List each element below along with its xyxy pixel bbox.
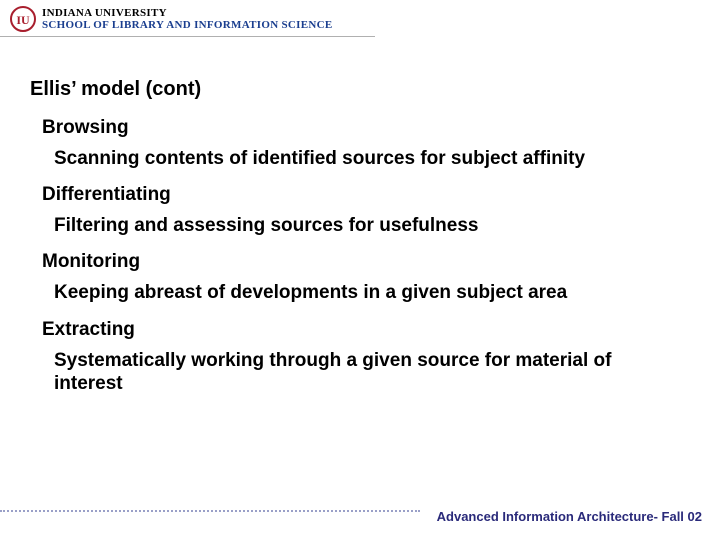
slide: IU INDIANA UNIVERSITY SCHOOL OF LIBRARY … [0, 0, 720, 540]
iu-logo-text: IU [16, 13, 30, 27]
content: Ellis’ model (cont) Browsing Scanning co… [30, 78, 670, 409]
definition: Filtering and assessing sources for usef… [54, 214, 670, 237]
footer-text: Advanced Information Architecture- Fall … [437, 509, 702, 524]
definition: Scanning contents of identified sources … [54, 147, 670, 170]
definition: Systematically working through a given s… [54, 349, 670, 395]
term: Differentiating [42, 184, 670, 206]
definition: Keeping abreast of developments in a giv… [54, 281, 670, 304]
term: Extracting [42, 319, 670, 341]
iu-logo-icon: IU [10, 6, 36, 32]
header: IU INDIANA UNIVERSITY SCHOOL OF LIBRARY … [10, 6, 333, 32]
header-line-1: INDIANA UNIVERSITY [42, 8, 333, 19]
header-line-2: SCHOOL OF LIBRARY AND INFORMATION SCIENC… [42, 20, 333, 31]
header-rule [0, 36, 375, 37]
footer-dotted-line [0, 510, 420, 512]
term: Browsing [42, 117, 670, 139]
header-text: INDIANA UNIVERSITY SCHOOL OF LIBRARY AND… [42, 8, 333, 31]
slide-title: Ellis’ model (cont) [30, 78, 670, 101]
term: Monitoring [42, 251, 670, 273]
